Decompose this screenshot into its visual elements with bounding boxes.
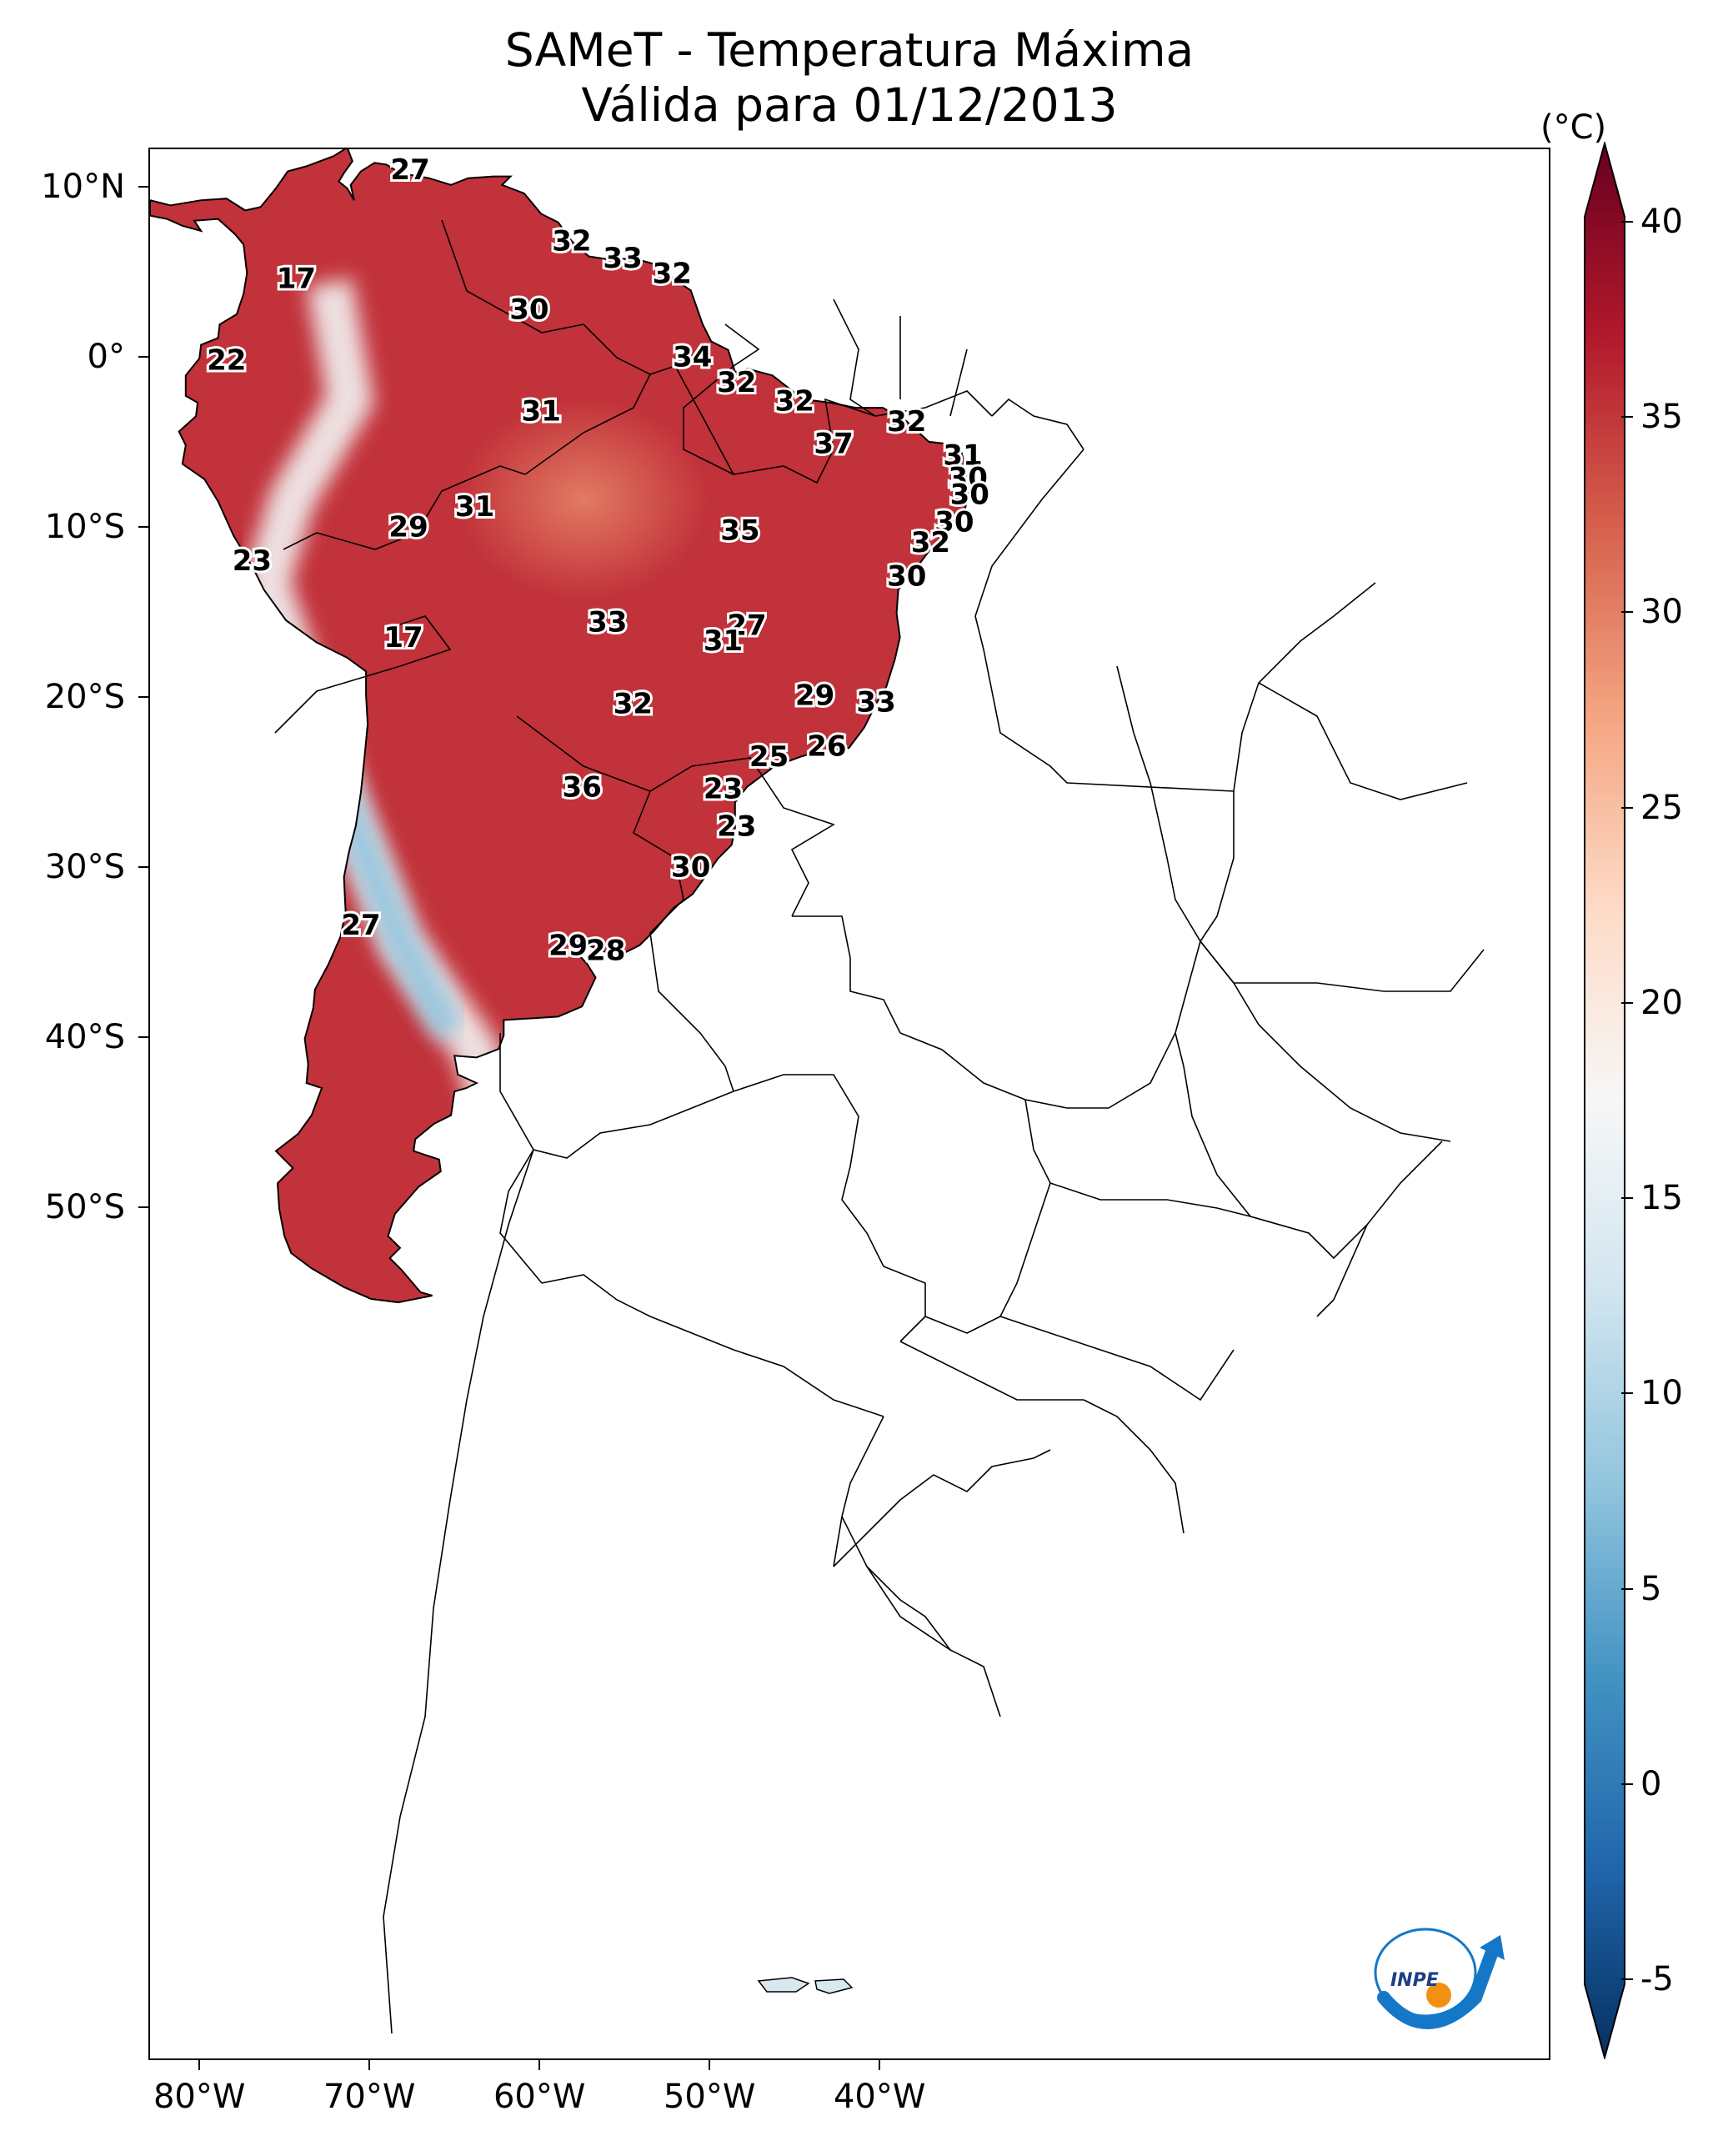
longitude-tick (538, 2060, 541, 2070)
station-value: 32 (717, 366, 756, 399)
latitude-label: 50°S (44, 1187, 125, 1226)
longitude-label: 70°W (323, 2078, 416, 2116)
station-value: 27 (727, 609, 766, 643)
longitude-tick (198, 2060, 201, 2070)
latitude-label: 0° (87, 337, 125, 376)
colorbar-tick-label: 40 (1640, 202, 1683, 241)
station-value: 32 (887, 405, 926, 439)
station-value: 23 (704, 773, 743, 806)
station-value: 26 (807, 730, 846, 764)
station-value: 32 (911, 526, 950, 559)
station-value: 25 (749, 740, 789, 774)
inpe-logo: INPE (1374, 1928, 1505, 2029)
longitude-tick (368, 2060, 371, 2070)
coastline (150, 149, 969, 1304)
colorbar-tick (1621, 220, 1633, 223)
latitude-label: 10°N (41, 167, 125, 206)
station-value: 23 (233, 544, 272, 578)
longitude-label: 80°W (153, 2078, 246, 2116)
station-value: 31 (704, 624, 743, 658)
station-value: 35 (720, 514, 759, 548)
colorbar-tick-label: 0 (1640, 1765, 1662, 1803)
latitude-tick (138, 1035, 148, 1038)
station-value: 33 (603, 242, 642, 275)
station-value: 30 (934, 505, 974, 539)
colorbar-body (1584, 142, 1625, 2059)
south-america-land (150, 149, 969, 1303)
station-value: 36 (563, 771, 602, 805)
map-panel: 27 17 22 32 33 32 30 34 32 32 32 31 37 31 30 30 31 29 30 35… (148, 148, 1550, 2060)
station-value: 34 (673, 340, 712, 374)
latitude-tick (138, 1206, 148, 1208)
colorbar-tick-label: 10 (1640, 1374, 1683, 1413)
svg-text:INPE: INPE (1390, 1970, 1439, 1991)
map-title: SAMeT - Temperatura Máxima (504, 23, 1195, 77)
station-value: 23 (717, 810, 756, 844)
colorbar-tick (1621, 1001, 1633, 1004)
colorbar-tick (1621, 806, 1633, 809)
station-value: 17 (383, 621, 423, 654)
longitude-tick (879, 2060, 881, 2070)
station-value: 29 (548, 929, 588, 962)
station-value: 31 (455, 490, 494, 524)
station-value: 27 (341, 909, 380, 942)
station-value: 29 (388, 510, 428, 544)
falkland-islands (757, 1977, 854, 1994)
latitude-tick (138, 185, 148, 188)
colorbar-tick-label: 15 (1640, 1179, 1683, 1218)
station-value: 30 (950, 479, 989, 512)
station-value: 31 (943, 439, 982, 473)
station-value: 33 (856, 686, 895, 720)
station-value: 32 (552, 225, 591, 258)
latitude-label: 20°S (44, 677, 125, 716)
latitude-tick (138, 865, 148, 868)
station-value: 22 (207, 344, 246, 378)
colorbar-tick-label: 5 (1640, 1569, 1662, 1608)
latitude-tick (138, 355, 148, 358)
station-value: 32 (614, 688, 653, 721)
colorbar (1584, 142, 1625, 2059)
station-value: 37 (814, 428, 853, 461)
colorbar-tick-label: 30 (1640, 593, 1683, 632)
longitude-label: 60°W (493, 2078, 586, 2116)
station-value: 28 (586, 934, 625, 967)
colorbar-tick-label: -5 (1640, 1960, 1674, 1999)
colorbar-tick-label: 35 (1640, 398, 1683, 436)
colorbar-tick (1621, 1197, 1633, 1200)
colorbar-tick (1621, 1587, 1633, 1590)
station-value: 29 (795, 679, 834, 712)
colorbar-unit: (°C) (1540, 108, 1607, 147)
station-value: 27 (390, 153, 429, 187)
station-value: 32 (775, 385, 814, 419)
map-subtitle: Válida para 01/12/2013 (581, 78, 1118, 132)
longitude-label: 50°W (663, 2078, 756, 2116)
station-value: 32 (653, 258, 692, 291)
station-value: 30 (509, 293, 548, 326)
longitude-tick (709, 2060, 711, 2070)
latitude-tick (138, 695, 148, 698)
station-value: 17 (277, 263, 316, 296)
latitude-label: 10°S (44, 507, 125, 546)
country-borders (274, 219, 1485, 2034)
station-value: 30 (671, 850, 710, 884)
colorbar-tick (1621, 1392, 1633, 1395)
colorbar-tick (1621, 416, 1633, 418)
colorbar-tick (1621, 1783, 1633, 1785)
colorbar-tick (1621, 611, 1633, 614)
station-value: 30 (949, 461, 988, 494)
latitude-tick (138, 525, 148, 528)
colorbar-tick-label: 25 (1640, 788, 1683, 827)
station-value: 33 (588, 606, 627, 639)
longitude-label: 40°W (833, 2078, 926, 2116)
latitude-label: 30°S (44, 847, 125, 886)
colorbar-tick (1621, 1978, 1633, 1981)
colorbar-tick-label: 20 (1640, 983, 1683, 1022)
station-value: 30 (887, 560, 926, 594)
latitude-label: 40°S (44, 1017, 125, 1056)
station-value: 31 (522, 395, 561, 429)
